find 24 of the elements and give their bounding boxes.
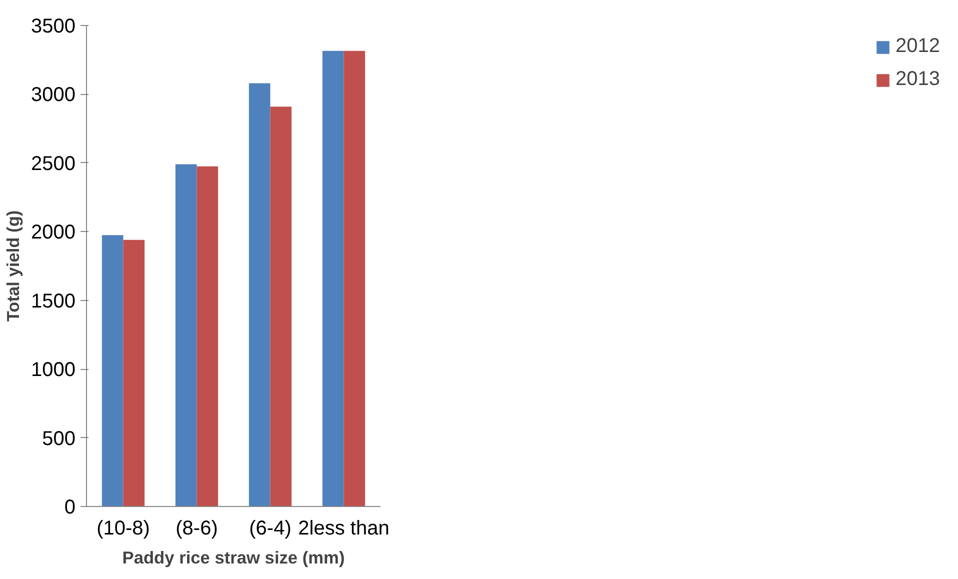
x-tick-label: 2less than bbox=[298, 518, 390, 540]
legend-label: 2012 bbox=[896, 35, 940, 58]
bar bbox=[175, 164, 197, 506]
y-tick-label: 2000 bbox=[31, 222, 76, 244]
y-tick-label: 500 bbox=[42, 428, 76, 450]
x-axis-title: Paddy rice straw size (mm) bbox=[122, 548, 345, 568]
y-axis-title: Total yield (g) bbox=[3, 210, 24, 322]
bar bbox=[248, 83, 270, 506]
x-tick-label: (8-6) bbox=[176, 518, 218, 540]
bar bbox=[270, 106, 292, 506]
bar bbox=[344, 50, 366, 506]
y-tick-label: 0 bbox=[64, 496, 76, 518]
bar bbox=[123, 240, 145, 506]
bar bbox=[196, 166, 218, 506]
bar bbox=[322, 50, 344, 506]
y-tick-label: 3500 bbox=[31, 16, 76, 38]
y-tick-label: 1000 bbox=[31, 359, 76, 382]
y-tick-label: 2500 bbox=[31, 152, 76, 175]
bar bbox=[102, 235, 124, 506]
x-tick-label: (6-4) bbox=[249, 518, 292, 540]
legend-label: 2013 bbox=[896, 68, 940, 91]
y-tick-label: 3000 bbox=[31, 84, 76, 106]
y-tick-label: 1500 bbox=[31, 290, 76, 312]
x-tick-label: (10-8) bbox=[96, 518, 150, 540]
